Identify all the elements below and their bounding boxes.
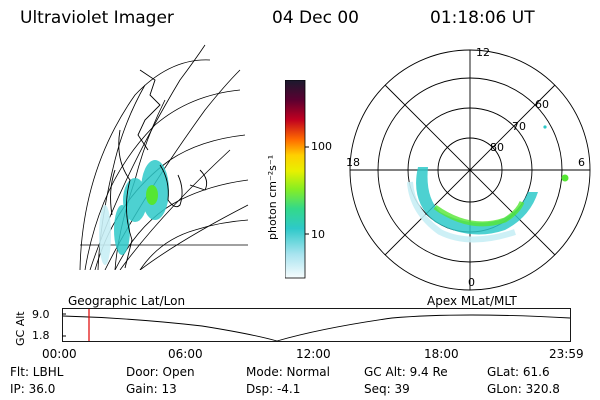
mlt-label-0: 0 [468, 276, 475, 289]
colorbar-unit-label: photon cm⁻²s⁻¹ [266, 154, 279, 240]
status-glat: GLat: 61.6 [487, 365, 550, 379]
time-tick-1200: 12:00 [296, 347, 331, 361]
mlt-label-12: 12 [476, 46, 490, 59]
status-gc-alt: GC Alt: 9.4 Re [364, 365, 448, 379]
altitude-tick-1-8: 1.8 [32, 329, 50, 342]
page-title: Ultraviolet Imager [20, 8, 174, 28]
time-tick-2359: 23:59 [549, 347, 584, 361]
status-mode: Mode: Normal [246, 365, 330, 379]
mlat-label-60: 60 [535, 98, 549, 111]
time-tick-0600: 06:00 [168, 347, 203, 361]
altitude-axis-label: GC Alt [14, 311, 27, 346]
polar-map [349, 49, 591, 291]
auroral-oval [407, 125, 569, 243]
altitude-tick-9: 9.0 [32, 308, 50, 321]
colorbar-tick-100: 100 [311, 140, 332, 153]
status-seq: Seq: 39 [364, 382, 410, 396]
status-gain: Gain: 13 [126, 382, 177, 396]
status-glon: GLon: 320.8 [487, 382, 560, 396]
colorbar [285, 80, 309, 279]
header-time: 01:18:06 UT [430, 8, 535, 28]
altitude-plot [62, 308, 571, 342]
geographic-map-label: Geographic Lat/Lon [68, 294, 186, 308]
geographic-map [79, 44, 249, 270]
mlat-label-70: 70 [512, 120, 526, 133]
time-tick-0000: 00:00 [42, 347, 77, 361]
status-filter: Flt: LBHL [10, 365, 64, 379]
mlt-label-6: 6 [578, 156, 585, 169]
colorbar-tick-10: 10 [311, 228, 325, 241]
time-tick-1800: 18:00 [424, 347, 459, 361]
status-ip: IP: 36.0 [10, 382, 56, 396]
mlat-label-80: 80 [490, 141, 504, 154]
status-dsp: Dsp: -4.1 [246, 382, 301, 396]
mlt-label-18: 18 [346, 156, 360, 169]
polar-map-label: Apex MLat/MLT [427, 294, 517, 308]
header-date: 04 Dec 00 [272, 8, 359, 28]
status-door: Door: Open [126, 365, 195, 379]
